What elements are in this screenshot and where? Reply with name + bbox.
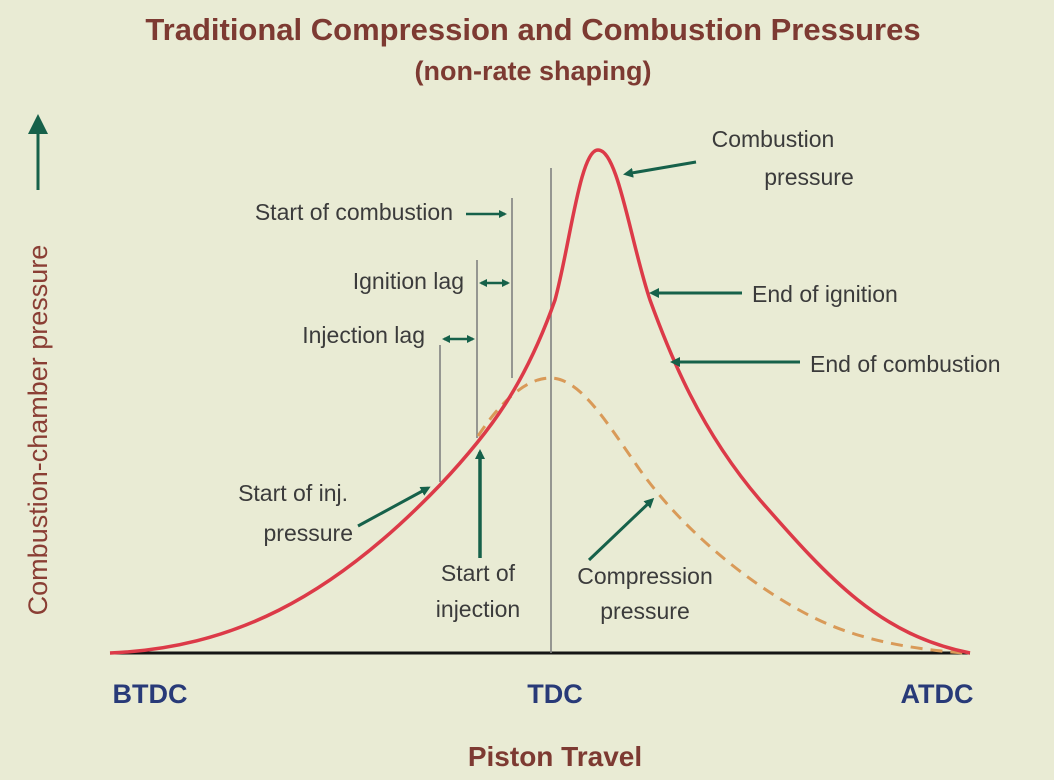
label-injection-lag: Injection lag	[302, 322, 425, 348]
y-axis-label: Combustion-chamber pressure	[23, 245, 53, 616]
arrow-start-of-inj-pressure	[357, 486, 431, 528]
x-tick-atdc: ATDC	[901, 679, 974, 709]
combustion-pressure-curve	[109, 148, 971, 655]
diagram-title: Traditional Compression and Combustion P…	[145, 12, 920, 47]
label-start-of-inj-pressure-line1: Start of inj.	[238, 480, 348, 506]
label-start-of-injection-line1: Start of	[441, 560, 516, 586]
x-tick-btdc: BTDC	[113, 679, 188, 709]
label-start-of-combustion: Start of combustion	[255, 199, 453, 225]
arrow-combustion-pressure	[623, 160, 697, 178]
label-combustion-pressure-line2: pressure	[764, 164, 853, 190]
label-start-of-inj-pressure-line2: pressure	[264, 520, 353, 546]
compression-pressure-curve	[476, 376, 966, 655]
label-compression-pressure-line2: pressure	[600, 598, 689, 624]
x-axis-label: Piston Travel	[468, 741, 642, 772]
label-start-of-injection-line2: injection	[436, 596, 520, 622]
label-ignition-lag: Ignition lag	[353, 268, 464, 294]
diagram-subtitle: (non-rate shaping)	[415, 56, 652, 86]
label-end-of-combustion: End of combustion	[810, 351, 1001, 377]
label-combustion-pressure-line1: Combustion	[712, 126, 835, 152]
label-end-of-ignition: End of ignition	[752, 281, 898, 307]
x-tick-tdc: TDC	[527, 679, 583, 709]
label-compression-pressure-line1: Compression	[577, 563, 713, 589]
arrow-compression-pressure	[587, 497, 655, 562]
y-axis-arrow	[28, 114, 48, 190]
